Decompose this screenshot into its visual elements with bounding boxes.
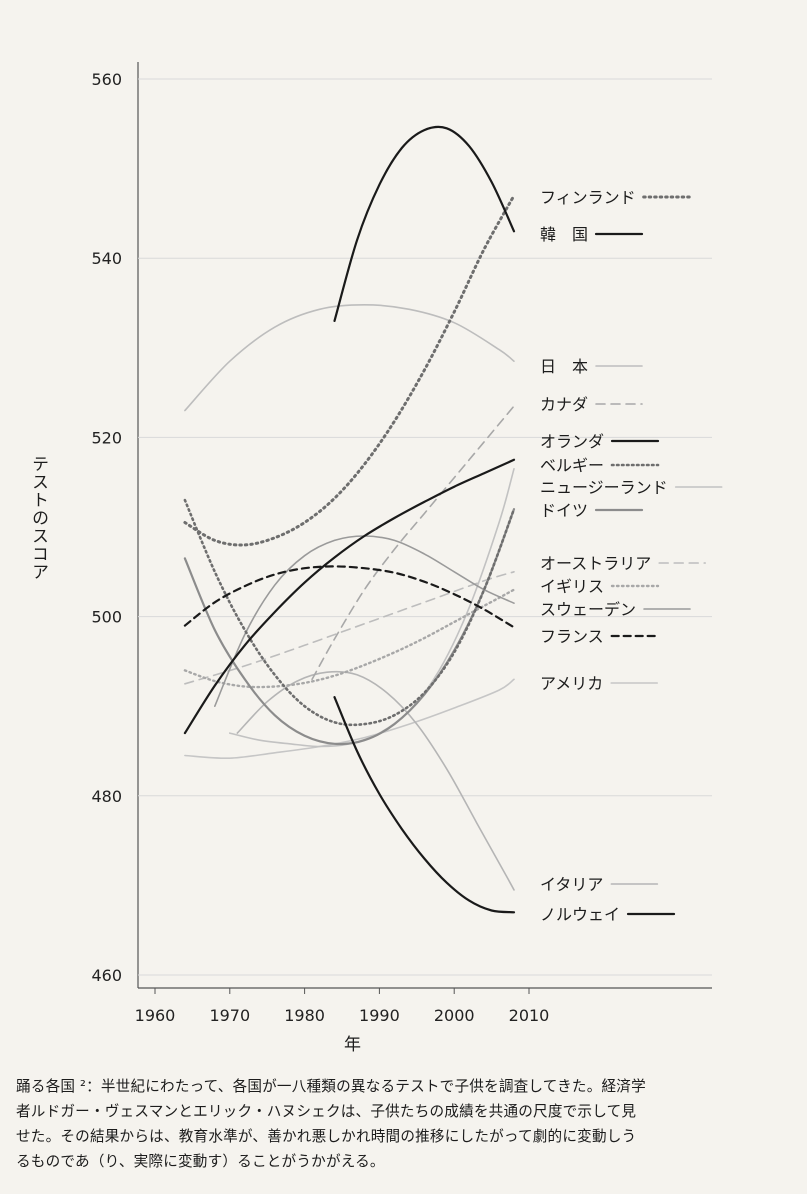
x-tick-label: 1970 xyxy=(209,1006,250,1025)
series-line-1 xyxy=(333,125,516,322)
series-line-4 xyxy=(183,458,516,735)
legend-label: オーストラリア xyxy=(540,554,651,573)
y-tick-label: 520 xyxy=(91,428,122,447)
legend-label: ノルウェイ xyxy=(540,905,620,924)
legend-label: イタリア xyxy=(540,875,603,894)
series-line-9 xyxy=(183,588,516,689)
series-line-3 xyxy=(311,405,515,681)
series-lines xyxy=(183,125,516,914)
x-tick-label: 2010 xyxy=(509,1006,550,1025)
series-line-14 xyxy=(333,696,516,914)
x-tick-labels: 1960 1970 1980 1990 2000 2010 xyxy=(135,988,550,1025)
legend-label: スウェーデン xyxy=(540,600,636,619)
legend-label: オランダ xyxy=(540,432,604,451)
series-line-8 xyxy=(184,571,515,685)
y-axis-title: テストのスコア xyxy=(28,455,48,581)
caption-line-3: せた。その結果からは、教育水準が、善かれ悪しかれ時間の推移にしたがって劇的に変動… xyxy=(16,1128,637,1145)
series-line-12 xyxy=(184,678,515,760)
y-tick-label: 500 xyxy=(91,608,122,627)
legend-label: カナダ xyxy=(540,395,588,414)
x-axis-title: 年 xyxy=(344,1035,361,1055)
caption-line-2: 者ルドガー・ヴェスマンとエリック・ハヌシェクは、子供たちの成績を共通の尺度で示し… xyxy=(16,1103,637,1120)
gridlines xyxy=(138,78,712,976)
line-chart: 460 480 500 520 540 560 1960 1970 1980 1990 2000 2… xyxy=(91,62,723,1025)
x-tick-label: 1980 xyxy=(284,1006,325,1025)
x-tick-label: 1990 xyxy=(359,1006,400,1025)
y-tick-label: 460 xyxy=(91,966,122,985)
series-line-5 xyxy=(183,498,516,727)
y-tick-label: 480 xyxy=(91,787,122,806)
series-line-13 xyxy=(236,670,515,891)
legend-label: ベルギー xyxy=(540,456,604,475)
series-line-6 xyxy=(229,468,515,748)
legend-label: アメリカ xyxy=(540,674,603,693)
y-tick-label: 540 xyxy=(91,249,122,268)
series-line-0 xyxy=(183,194,516,547)
series-line-11 xyxy=(183,565,516,629)
legend-label: ニュージーランド xyxy=(540,478,668,497)
y-tick-label: 560 xyxy=(91,70,122,89)
y-tick-labels: 460 480 500 520 540 560 xyxy=(91,70,122,985)
caption-line-4: るものであ（り、実際に変動す）ることがうかがえる。 xyxy=(16,1153,385,1170)
x-tick-label: 1960 xyxy=(135,1006,176,1025)
legend-label: イギリス xyxy=(540,577,604,596)
legend-label: フランス xyxy=(540,627,604,646)
x-tick-label: 2000 xyxy=(434,1006,475,1025)
legend-label: フィンランド xyxy=(540,188,636,207)
caption-line-1: 踊る各国 ²：半世紀にわたって、各国が一八種類の異なるテストで子供を調査してきた… xyxy=(16,1078,646,1095)
legend-label: 韓 国 xyxy=(540,225,588,244)
legend-label: ドイツ xyxy=(540,501,588,520)
series-line-2 xyxy=(184,303,515,412)
legend-label: 日 本 xyxy=(540,357,588,376)
figure-caption: 踊る各国 ²：半世紀にわたって、各国が一八種類の異なるテストで子供を調査してきた… xyxy=(16,1074,791,1174)
